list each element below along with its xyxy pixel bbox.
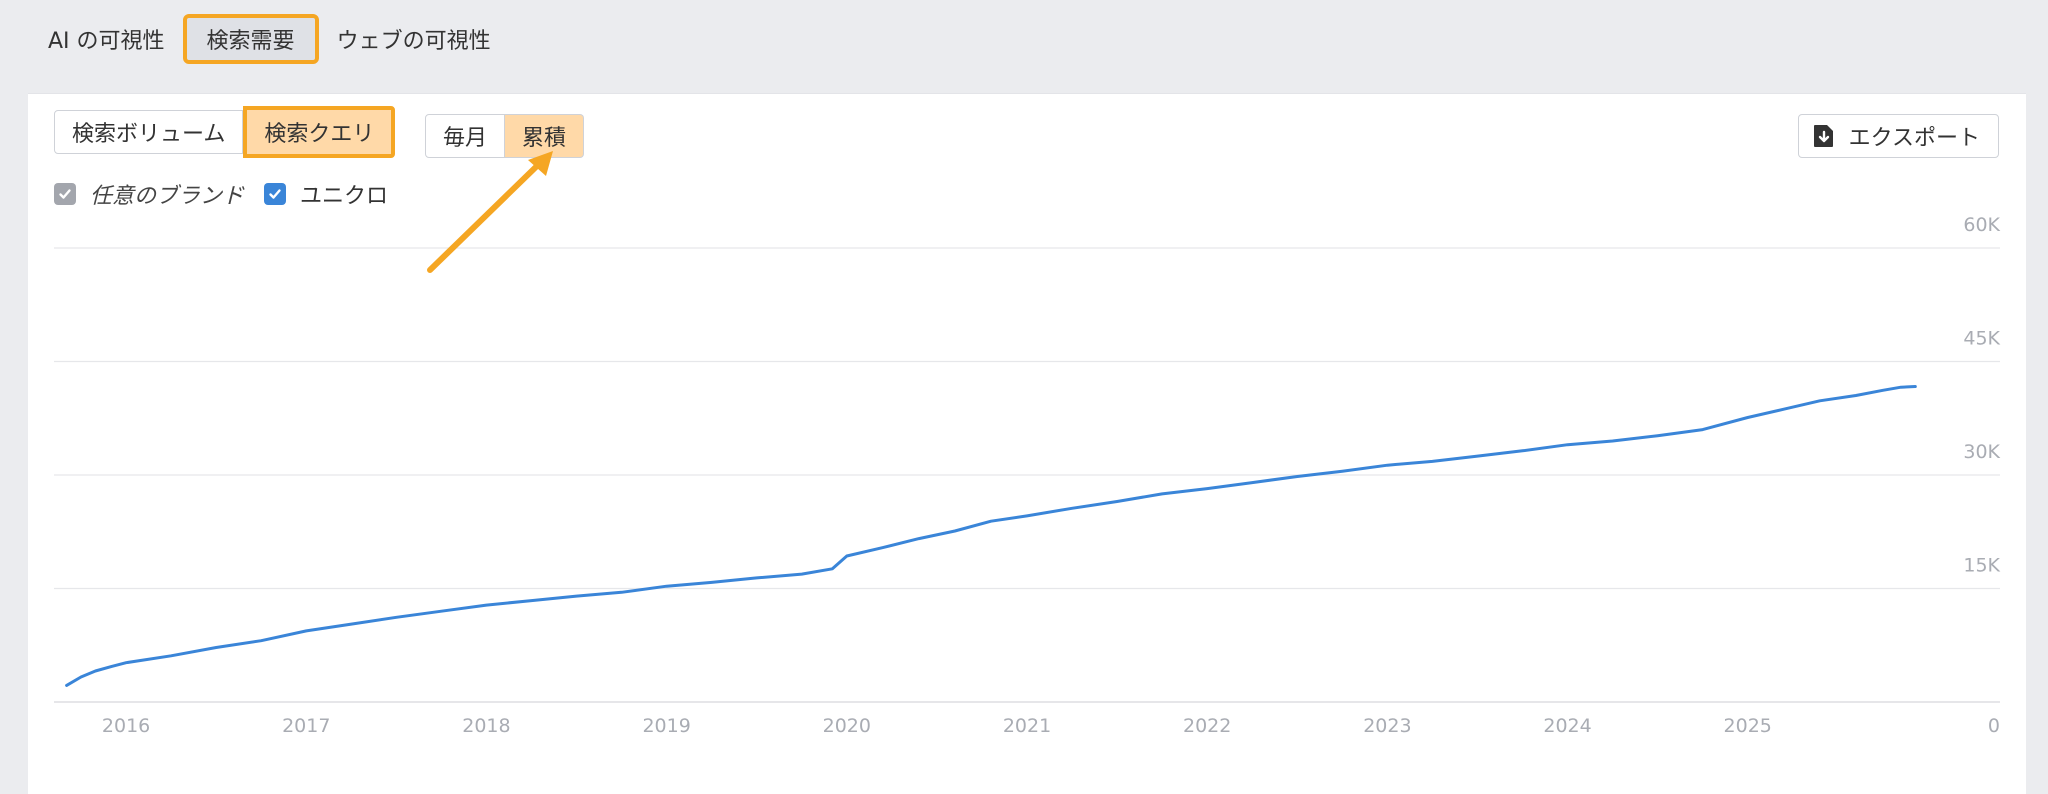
top-tabs: AI の可視性 検索需要 ウェブの可視性 [32, 11, 507, 67]
metric-toggle: 検索ボリューム 検索クエリ [54, 106, 396, 158]
x-tick-label: 2025 [1724, 715, 1772, 737]
x-tick-label: 2022 [1183, 715, 1231, 737]
checkbox-checked-icon[interactable] [264, 183, 287, 205]
y-tick-label: 60K [1963, 214, 2000, 236]
arrow-head [528, 151, 553, 176]
period-toggle: 毎月 累積 [425, 114, 585, 158]
grid [54, 247, 2000, 703]
x-tick-label: 2021 [1003, 715, 1051, 737]
x-tick-label: 2020 [823, 715, 871, 737]
x-tick-label: 2016 [102, 715, 150, 737]
tab-web-visibility[interactable]: ウェブの可視性 [336, 29, 491, 54]
x-tick-label: 2023 [1363, 715, 1411, 737]
checkbox-checked-icon[interactable] [54, 183, 76, 205]
legend-uniqlo[interactable]: ユニクロ [264, 178, 388, 210]
export-label: エクスポート [1848, 126, 1980, 151]
search-volume-button[interactable]: 検索ボリューム [54, 110, 244, 154]
legend-label-uniqlo: ユニクロ [300, 184, 389, 209]
tab-search-demand[interactable]: 検索需要 [182, 14, 319, 64]
y-axis-ticks: 0 15K 30K 45K 60K [1963, 214, 2000, 737]
chart-card: 検索ボリューム 検索クエリ 毎月 累積 エクスポート 任意のブランド ユニクロ [28, 93, 2026, 794]
y-tick-label: 45K [1963, 328, 2000, 350]
x-tick-label: 2018 [462, 715, 510, 737]
export-button[interactable]: エクスポート [1797, 114, 1999, 158]
legend: 任意のブランド ユニクロ [54, 178, 408, 210]
tab-ai-visibility[interactable]: AI の可視性 [48, 29, 165, 54]
x-tick-label: 2017 [282, 715, 330, 737]
legend-label-any-brand: 任意のブランド [90, 184, 245, 209]
series-layer [65, 385, 1917, 687]
x-tick-label: 2024 [1543, 715, 1591, 737]
series-line-uniqlo [65, 385, 1917, 687]
arrow-line [427, 160, 543, 273]
cumulative-button[interactable]: 累積 [505, 114, 585, 158]
annotation-arrow [427, 151, 553, 273]
legend-any-brand[interactable]: 任意のブランド [54, 178, 244, 210]
y-tick-label: 30K [1963, 441, 2000, 463]
x-axis-ticks: 2016 2017 2018 2019 2020 2021 2022 2023 2024 2025 [102, 715, 1772, 737]
search-queries-button[interactable]: 検索クエリ [243, 106, 396, 158]
download-file-icon [1813, 125, 1833, 147]
monthly-button[interactable]: 毎月 [425, 114, 506, 158]
y-tick-label: 15K [1963, 555, 2000, 577]
y-tick-label: 0 [1988, 715, 2000, 737]
x-tick-label: 2019 [642, 715, 690, 737]
